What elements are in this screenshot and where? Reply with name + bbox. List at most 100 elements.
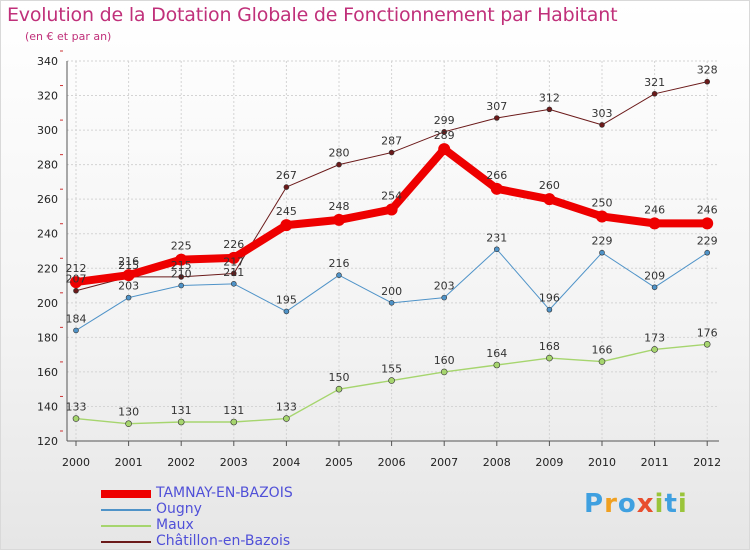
data-point-ch-tillon-en-bazois <box>231 270 237 277</box>
legend-swatch <box>101 490 151 498</box>
data-label-ch-tillon-en-bazois: 312 <box>539 91 560 104</box>
data-label-ougny: 211 <box>223 266 244 279</box>
data-point-ougny <box>704 249 711 256</box>
chart-title: Evolution de la Dotation Globale de Fonc… <box>7 4 618 26</box>
data-labels: 207 215 215 217 267 280 287 299 307 312 303 321 328 1… <box>66 64 718 419</box>
data-point-maux <box>703 340 711 348</box>
x-tick-label: 2012 <box>693 456 721 469</box>
axes: 120 140 160 180 200 220 240 260 280 300 320 340 2000… <box>37 50 721 469</box>
legend-item: TAMNAY-EN-BAZOIS <box>101 485 361 502</box>
data-label-maux: 131 <box>223 404 244 417</box>
data-point-ougny <box>73 327 79 334</box>
data-point-ougny <box>388 300 395 306</box>
data-point-ch-tillon-en-bazois <box>73 287 79 294</box>
x-tick-label: 2008 <box>483 456 511 469</box>
data-label-ch-tillon-en-bazois: 303 <box>592 107 613 120</box>
data-label-ougny: 209 <box>644 269 665 282</box>
data-point-tamnay-en-bazois <box>70 276 82 289</box>
x-tick-label: 2003 <box>220 456 248 469</box>
data-point-ch-tillon-en-bazois <box>493 115 500 121</box>
data-label-maux: 131 <box>171 404 192 417</box>
x-tick-label: 2002 <box>167 456 195 469</box>
data-point-tamnay-en-bazois <box>333 213 345 226</box>
y-tick-label: 180 <box>37 331 58 344</box>
x-tick-label: 2005 <box>325 456 353 469</box>
data-point-maux <box>72 415 80 422</box>
legend-label: TAMNAY-EN-BAZOIS <box>156 485 293 501</box>
data-point-tamnay-en-bazois <box>648 217 661 230</box>
data-point-maux <box>283 415 290 422</box>
x-tick-label: 2004 <box>272 456 300 469</box>
data-label-ch-tillon-en-bazois: 280 <box>329 147 350 160</box>
data-point-tamnay-en-bazois <box>543 193 556 206</box>
data-label-tamnay-en-bazois: 266 <box>486 169 507 182</box>
y-tick-label: 120 <box>37 435 58 448</box>
data-label-maux: 133 <box>276 401 297 414</box>
legend-label: Châtillon-en-Bazois <box>156 533 291 549</box>
data-point-ougny <box>336 272 342 278</box>
logo-letter: i <box>654 489 665 519</box>
data-label-ch-tillon-en-bazois: 267 <box>276 169 297 182</box>
data-point-ch-tillon-en-bazois <box>441 129 448 135</box>
data-label-tamnay-en-bazois: 250 <box>592 196 613 209</box>
data-label-ch-tillon-en-bazois: 215 <box>171 259 192 272</box>
x-tick-label: 2006 <box>378 456 406 469</box>
data-label-tamnay-en-bazois: 226 <box>223 238 244 251</box>
logo-letter: P <box>584 489 605 519</box>
y-tick-label: 300 <box>37 124 58 137</box>
data-point-maux <box>440 368 448 376</box>
data-label-ch-tillon-en-bazois: 328 <box>697 64 718 77</box>
data-label-tamnay-en-bazois: 246 <box>697 203 718 216</box>
legend-item: Maux <box>101 517 361 534</box>
data-point-ch-tillon-en-bazois <box>336 161 342 168</box>
legend-label: Ougny <box>156 501 202 517</box>
series-maux <box>72 340 711 428</box>
data-point-ch-tillon-en-bazois <box>651 91 658 97</box>
data-label-ougny: 203 <box>118 280 139 293</box>
y-tick-label: 240 <box>37 228 58 241</box>
data-point-maux <box>335 385 343 393</box>
data-point-tamnay-en-bazois <box>385 203 398 216</box>
data-label-ougny: 195 <box>276 293 297 306</box>
data-point-ougny <box>546 306 553 313</box>
data-point-maux <box>651 346 658 353</box>
x-tick-label: 2007 <box>430 456 458 469</box>
data-label-tamnay-en-bazois: 248 <box>329 200 350 213</box>
x-tick-label: 2000 <box>62 456 90 469</box>
data-point-maux <box>125 420 132 428</box>
data-label-maux: 176 <box>697 326 718 339</box>
data-label-maux: 160 <box>434 354 455 367</box>
y-tick-label: 280 <box>37 159 58 172</box>
data-point-ougny <box>283 308 290 315</box>
data-point-maux <box>598 358 606 365</box>
logo-letter: r <box>604 489 618 519</box>
data-point-ougny <box>651 284 658 291</box>
proxiti-logo: Proxiti <box>584 489 688 519</box>
data-label-ougny: 229 <box>592 235 613 248</box>
data-label-ch-tillon-en-bazois: 299 <box>434 114 455 127</box>
data-label-maux: 133 <box>66 401 87 414</box>
legend-item: Châtillon-en-Bazois <box>101 533 361 550</box>
data-point-tamnay-en-bazois <box>280 219 293 232</box>
data-point-tamnay-en-bazois <box>122 269 135 282</box>
grid-lines <box>67 60 719 442</box>
data-point-ougny <box>178 282 184 289</box>
data-label-ougny: 231 <box>486 231 507 244</box>
data-label-tamnay-en-bazois: 254 <box>381 190 402 203</box>
data-label-ougny: 203 <box>434 280 455 293</box>
data-point-tamnay-en-bazois <box>490 182 503 195</box>
x-tick-label: 2011 <box>641 456 669 469</box>
x-tick-label: 2001 <box>115 456 143 469</box>
data-point-tamnay-en-bazois <box>701 217 714 230</box>
data-point-maux <box>230 418 238 426</box>
logo-letter: o <box>617 489 637 519</box>
data-label-ch-tillon-en-bazois: 207 <box>66 273 87 286</box>
data-label-maux: 155 <box>381 363 402 376</box>
data-point-tamnay-en-bazois <box>438 143 451 156</box>
y-tick-label: 260 <box>37 193 58 206</box>
legend-item: Ougny <box>101 501 361 518</box>
y-tick-label: 320 <box>37 90 58 103</box>
data-label-ougny: 216 <box>329 257 350 270</box>
data-label-tamnay-en-bazois: 225 <box>171 240 192 253</box>
chart-subtitle: (en € et par an) <box>25 30 112 43</box>
